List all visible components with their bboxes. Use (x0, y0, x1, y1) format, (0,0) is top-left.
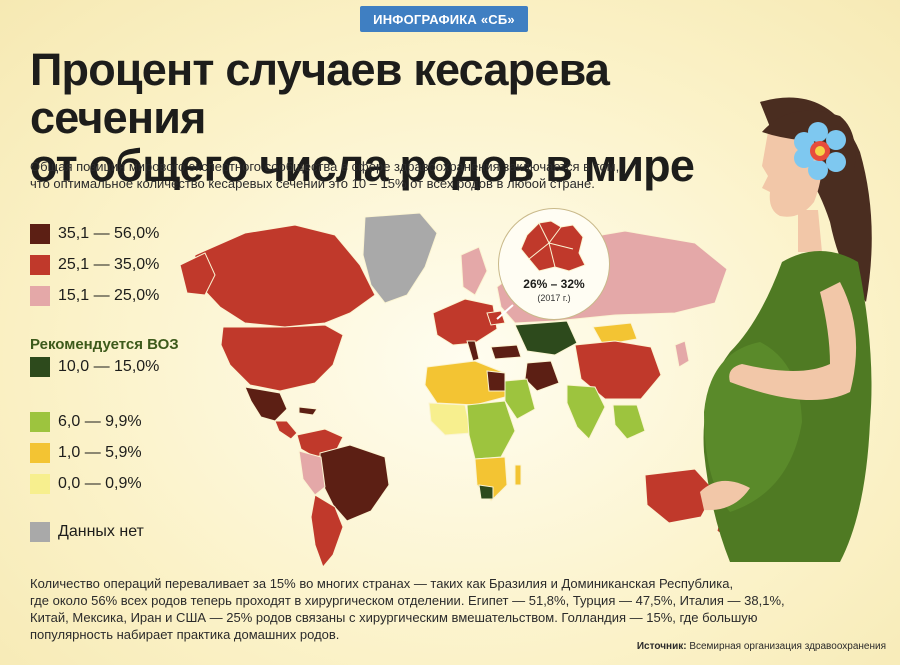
legend-label: Данных нет (58, 523, 144, 540)
legend-label: 35,1 — 56,0% (58, 225, 160, 242)
map-canada (192, 224, 376, 328)
inset-pointer-line (496, 304, 514, 320)
source-label: Источник: (636, 641, 687, 652)
belarus-shape (520, 220, 586, 272)
map-madagascar (514, 464, 522, 486)
legend-label: 10,0 — 15,0% (58, 358, 160, 375)
legend-swatch (30, 412, 50, 432)
map-iran (524, 360, 560, 392)
map-greenland (362, 212, 438, 304)
legend-label: 6,0 — 9,9% (58, 413, 142, 430)
hand (700, 480, 750, 511)
map-turkey (490, 344, 522, 360)
subtitle-line-2: что оптимальное количество кесаревых сеч… (30, 176, 595, 191)
map-se-asia (612, 404, 646, 440)
legend-swatch (30, 255, 50, 275)
who-heading: Рекомендуется ВОЗ (30, 336, 179, 353)
legend-label: 0,0 — 0,9% (58, 475, 142, 492)
map-usa (220, 324, 344, 392)
legend-swatch (30, 443, 50, 463)
map-south-africa (478, 484, 494, 500)
map-mexico (244, 386, 288, 422)
world-map (179, 212, 728, 568)
map-egypt (486, 370, 506, 392)
map-kazakhstan (514, 320, 578, 356)
neck (798, 210, 822, 252)
subtitle: Общая позиция мирового экспертного сообщ… (30, 158, 690, 192)
flower-icon (794, 122, 846, 180)
legend-item: Данных нет (30, 522, 144, 542)
page-title: Процент случаев кесарева сечения от обще… (30, 46, 790, 190)
legend-swatch (30, 286, 50, 306)
legend-item: 15,1 — 25,0% (30, 286, 159, 306)
bottom-line-2: где около 56% всех родов теперь проходят… (30, 593, 785, 608)
map-peru (298, 450, 326, 496)
legend-label: 1,0 — 5,9% (58, 444, 142, 461)
bottom-line-4: популярность набирает практика домашних … (30, 627, 340, 642)
infographic-badge: ИНФОГРАФИКА «СБ» (360, 6, 528, 32)
map-africa-west (428, 402, 472, 436)
legend-item: 10,0 — 15,0% (30, 357, 159, 377)
map-belarus (486, 310, 506, 326)
source-note: Источник: Всемирная организация здравоох… (637, 641, 886, 652)
arm (729, 282, 857, 400)
belarus-inset: 26% – 32% (2017 г.) (498, 208, 610, 320)
legend-swatch (30, 474, 50, 494)
bottom-paragraph: Количество операций переваливает за 15% … (30, 575, 860, 643)
map-argentina (310, 494, 344, 568)
map-africa-north (424, 360, 506, 406)
map-scandinavia (460, 246, 488, 296)
legend-item: 25,1 — 35,0% (30, 255, 159, 275)
source-value: Всемирная организация здравоохранения (689, 641, 886, 652)
legend-item: 6,0 — 9,9% (30, 412, 142, 432)
pregnant-woman-illustration (700, 97, 872, 562)
legend-label: 15,1 — 25,0% (58, 287, 160, 304)
legend-item: 35,1 — 56,0% (30, 224, 159, 244)
legend-label: 25,1 — 35,0% (58, 256, 160, 273)
map-arabia (504, 378, 536, 420)
legend-item: 0,0 — 0,9% (30, 474, 142, 494)
map-africa-central (466, 400, 516, 460)
map-mongolia (592, 322, 638, 346)
map-central-america (274, 420, 298, 440)
inset-year: (2017 г.) (537, 293, 571, 303)
map-japan (674, 340, 690, 368)
inset-range: 26% – 32% (523, 277, 585, 291)
legend-swatch (30, 357, 50, 377)
title-line-1: Процент случаев кесарева сечения (30, 44, 610, 143)
map-alaska (179, 252, 216, 296)
subtitle-line-1: Общая позиция мирового экспертного сообщ… (30, 159, 620, 174)
bottom-line-3: Китай, Мексика, Иран и США — 25% родов с… (30, 610, 758, 625)
bottom-line-1: Количество операций переваливает за 15% … (30, 576, 734, 591)
legend-item: 1,0 — 5,9% (30, 443, 142, 463)
map-italy (466, 340, 480, 362)
map-china (574, 340, 662, 400)
map-caribbean (298, 406, 318, 416)
map-brazil (319, 444, 390, 522)
legend-swatch (30, 522, 50, 542)
hair-front (762, 110, 856, 172)
map-india (566, 384, 606, 440)
map-australia (644, 468, 716, 524)
legend-swatch (30, 224, 50, 244)
map-europe (432, 298, 498, 346)
title-line-2: от общего числа родов в мире (30, 140, 695, 191)
